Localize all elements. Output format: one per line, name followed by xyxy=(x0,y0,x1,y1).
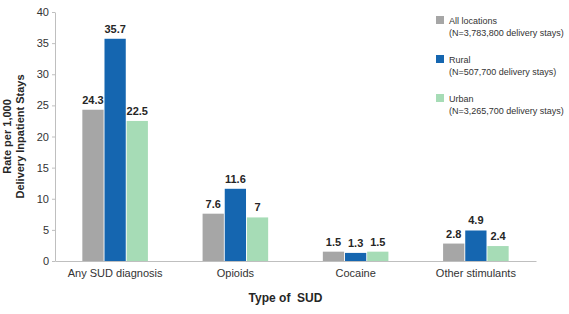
y-tick: 5 xyxy=(43,224,55,236)
data-label: 7.6 xyxy=(206,198,221,210)
x-tick: Opioids xyxy=(217,261,255,279)
x-axis-title: Type of SUD xyxy=(249,291,323,305)
y-tick-label: 15 xyxy=(37,162,49,174)
data-label: 11.6 xyxy=(225,173,246,185)
legend-swatch xyxy=(436,55,444,63)
bar xyxy=(367,252,388,261)
y-tick-mark xyxy=(52,74,55,75)
bar xyxy=(345,253,366,261)
bar xyxy=(104,39,125,261)
x-tick: Cocaine xyxy=(335,261,375,279)
bar xyxy=(127,121,148,261)
y-tick-label: 35 xyxy=(37,37,49,49)
y-axis-line xyxy=(55,13,56,262)
legend-label-line: (N=3,783,800 delivery stays) xyxy=(449,28,564,38)
legend-label-line: (N=3,265,700 delivery stays) xyxy=(449,106,564,116)
x-tick-label: Any SUD diagnosis xyxy=(68,267,163,279)
legend-label: Urban (N=3,265,700 delivery stays) xyxy=(449,94,564,116)
x-tick: Any SUD diagnosis xyxy=(68,261,163,279)
y-axis-title-line: Delivery Inpatient Stays xyxy=(14,74,26,198)
data-label: 24.3 xyxy=(82,94,103,106)
y-axis: 0 5 10 15 20 25 30 35 40 xyxy=(37,6,56,267)
y-tick: 35 xyxy=(37,37,55,49)
y-tick-mark xyxy=(52,137,55,138)
y-tick-mark xyxy=(52,261,55,262)
data-label: 7 xyxy=(254,201,260,213)
y-tick-label: 40 xyxy=(37,6,49,18)
data-label: 4.9 xyxy=(468,214,483,226)
bar xyxy=(82,110,103,261)
y-tick-mark xyxy=(52,199,55,200)
legend-label-line: All locations xyxy=(449,16,498,26)
y-tick: 25 xyxy=(37,99,55,111)
legend: All locations (N=3,783,800 delivery stays… xyxy=(436,16,564,116)
y-tick-mark xyxy=(52,12,55,13)
y-tick-mark xyxy=(52,43,55,44)
legend-label-line: (N=507,700 delivery stays) xyxy=(449,67,556,77)
y-tick: 30 xyxy=(37,68,55,80)
y-tick-label: 30 xyxy=(37,68,49,80)
legend-swatch xyxy=(436,94,444,102)
y-tick-label: 25 xyxy=(37,99,49,111)
bar xyxy=(323,252,344,261)
x-tick-label: Opioids xyxy=(217,267,255,279)
y-tick-label: 0 xyxy=(43,255,49,267)
data-label: 2.4 xyxy=(490,230,506,242)
chart: 0 5 10 15 20 25 30 35 40 Any SUD diagnosis Opioids… xyxy=(0,0,569,314)
x-tick-label: Other stimulants xyxy=(436,267,517,279)
legend-label: All locations (N=3,783,800 delivery stays… xyxy=(449,16,564,38)
y-tick-label: 10 xyxy=(37,193,49,205)
data-label: 1.5 xyxy=(370,236,385,248)
x-axis-line xyxy=(56,261,537,262)
y-tick: 20 xyxy=(37,131,55,143)
bar xyxy=(443,244,464,261)
legend-swatch xyxy=(436,16,444,24)
bars xyxy=(82,39,508,261)
bar xyxy=(487,246,508,261)
bar xyxy=(203,214,224,261)
data-label: 1.3 xyxy=(348,237,363,249)
y-tick: 15 xyxy=(37,162,55,174)
bar xyxy=(465,230,486,261)
plot-area: 0 5 10 15 20 25 30 35 40 Any SUD diagnosis Opioids… xyxy=(37,6,537,279)
y-tick-mark xyxy=(52,168,55,169)
y-tick-mark xyxy=(52,230,55,231)
y-axis-title: Rate per 1,000Delivery Inpatient Stays xyxy=(1,74,26,198)
data-label: 35.7 xyxy=(104,23,125,35)
data-label: 2.8 xyxy=(446,228,461,240)
legend-label: Rural (N=507,700 delivery stays) xyxy=(449,55,556,77)
y-tick: 10 xyxy=(37,193,55,205)
data-labels: 24.3 7.6 1.5 2.8 35.7 11.6 1.3 4.9 22.5 7 1.5 2.4 xyxy=(82,23,506,249)
bar xyxy=(225,189,246,261)
legend-label-line: Urban xyxy=(449,94,474,104)
data-label: 22.5 xyxy=(127,105,148,117)
x-tick: Other stimulants xyxy=(436,261,517,279)
x-axis: Any SUD diagnosis Opioids Cocaine Other sti… xyxy=(56,261,537,279)
y-tick: 0 xyxy=(43,255,55,267)
legend-label-line: Rural xyxy=(449,55,471,65)
y-axis-title-line: Rate per 1,000 xyxy=(1,99,13,174)
y-tick-label: 20 xyxy=(37,131,49,143)
y-tick-mark xyxy=(52,105,55,106)
y-tick: 40 xyxy=(37,6,55,18)
y-tick-label: 5 xyxy=(43,224,49,236)
data-label: 1.5 xyxy=(326,236,341,248)
bar xyxy=(247,217,268,261)
x-tick-label: Cocaine xyxy=(335,267,375,279)
